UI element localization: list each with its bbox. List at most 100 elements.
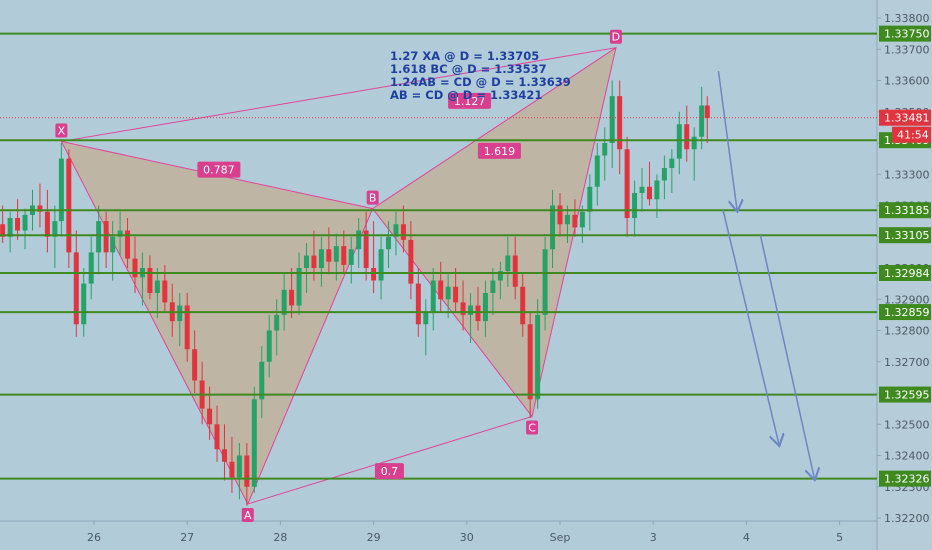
candle-body <box>37 205 43 212</box>
y-tick-label: 1.32500 <box>884 418 930 431</box>
candle-body <box>430 280 436 312</box>
candle-body <box>550 205 556 250</box>
candle-body <box>482 293 488 322</box>
pattern-point-tag <box>366 190 379 205</box>
candle-body <box>624 149 630 218</box>
candle-body <box>684 124 690 150</box>
pattern-point-label: D <box>612 31 620 44</box>
candle-body <box>73 252 79 325</box>
candle-body <box>229 461 235 478</box>
candle-body <box>393 224 399 237</box>
xd-line <box>61 47 617 142</box>
candle-body <box>572 214 578 228</box>
candle-body <box>378 249 384 281</box>
level-tag <box>879 265 931 281</box>
pattern-note: 1.27 XA @ D = 1.33705 <box>390 49 539 63</box>
candle-body <box>311 255 317 268</box>
candle-body <box>15 218 21 231</box>
candle-body <box>318 249 324 268</box>
candle-body <box>557 205 563 225</box>
level-tag <box>879 470 931 487</box>
candle-body <box>341 246 347 265</box>
candle-body <box>192 349 198 381</box>
y-tick-label: 1.32200 <box>884 512 930 525</box>
pattern-point-label: B <box>369 192 377 205</box>
candle-body <box>281 289 287 315</box>
candle-body <box>654 180 660 200</box>
candle-body <box>363 230 369 268</box>
candle-body <box>669 158 675 168</box>
candle-body <box>207 408 213 425</box>
ratio-label: 0.7 <box>381 465 399 478</box>
candle-body <box>617 96 623 150</box>
level-tag-label: 1.33185 <box>884 204 930 217</box>
pattern-point-tag <box>241 507 254 522</box>
candle-body <box>289 289 295 306</box>
ratio-tag <box>197 161 241 178</box>
x-tick-label: 4 <box>743 531 750 544</box>
x-tick-label: 29 <box>367 531 381 544</box>
candle-body <box>44 211 50 237</box>
projection-arrow <box>722 210 779 444</box>
candle-body <box>497 271 503 281</box>
candle-body <box>333 246 339 262</box>
candle-body <box>221 449 227 462</box>
ratio-tag <box>448 92 492 109</box>
candle-body <box>117 230 123 237</box>
candle-body <box>259 361 265 400</box>
level-tag-label: 1.33750 <box>884 28 930 41</box>
candle-body <box>661 168 667 181</box>
candle-body <box>602 143 608 156</box>
candle-body <box>535 314 541 400</box>
candle-body <box>453 286 459 303</box>
pattern-point-label: A <box>244 509 252 522</box>
candle-body <box>58 158 64 222</box>
ac-line <box>247 415 533 505</box>
countdown-label: 41:54 <box>897 129 929 142</box>
candle-body <box>445 286 451 300</box>
pattern-note: 1.24AB = CD @ D = 1.33639 <box>390 75 571 89</box>
y-tick-label: 1.33600 <box>884 75 930 88</box>
candle-body <box>632 193 638 218</box>
candle-body <box>7 218 13 237</box>
candle-body <box>214 424 220 450</box>
level-tag <box>879 386 931 403</box>
level-tag-label: 1.33105 <box>884 229 930 242</box>
candle-body <box>274 314 280 331</box>
candle-body <box>296 268 302 306</box>
candle-body <box>356 230 362 250</box>
candle-body <box>676 124 682 159</box>
candle-body <box>103 221 109 253</box>
candle-body <box>81 283 87 325</box>
level-tag-label: 1.32859 <box>884 306 930 319</box>
candle-body <box>400 224 406 240</box>
candle-body <box>415 283 421 325</box>
level-tag <box>879 202 931 219</box>
y-tick-label: 1.32700 <box>884 356 930 369</box>
level-tag-label: 1.32326 <box>884 473 930 486</box>
candle-body <box>490 280 496 293</box>
candle-body <box>542 249 548 315</box>
candle-body <box>96 221 102 253</box>
pattern-point-tag <box>55 123 68 138</box>
x-tick-label: 26 <box>87 531 101 544</box>
y-tick-label: 1.33800 <box>884 12 930 25</box>
candle-body <box>88 252 94 284</box>
countdown-tag <box>892 126 931 143</box>
candle-body <box>564 214 570 225</box>
candle-body <box>371 268 377 281</box>
y-tick-label: 1.33300 <box>884 168 930 181</box>
candle-body <box>22 214 28 231</box>
candle-body <box>110 236 116 253</box>
candle-body <box>52 221 58 237</box>
x-tick-label: 5 <box>836 531 843 544</box>
candle-body <box>527 324 533 400</box>
level-tag <box>879 227 931 244</box>
current-price-tag <box>879 109 931 126</box>
projection-arrow <box>717 71 737 210</box>
candle-body <box>468 305 474 315</box>
candle-body <box>475 305 481 322</box>
y-tick-label: 1.33700 <box>884 43 930 56</box>
candle-body <box>639 186 645 193</box>
ratio-tag <box>374 463 404 480</box>
